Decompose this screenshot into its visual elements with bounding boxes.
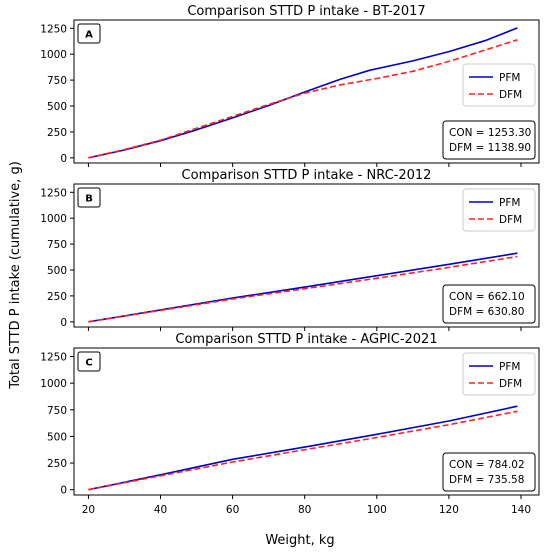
chart-panel-a: Comparison STTD P intake - BT-2017 0 250 50… xyxy=(40,4,540,167)
legend-box xyxy=(462,63,536,107)
y-tick-label: 750 xyxy=(47,75,67,87)
legend-label-pfm: PFM xyxy=(499,197,520,209)
stat-con: CON = 784.02 xyxy=(449,459,525,471)
y-tick-label: 1250 xyxy=(40,352,67,364)
y-tick-label: 1250 xyxy=(40,187,67,199)
plot-frame xyxy=(73,347,540,496)
stats-box: CON = 1253.30 DFM = 1138.90 xyxy=(442,120,536,160)
series-line-pfm xyxy=(88,405,518,491)
chart-panel-c: Comparison STTD P intake - AGPIC-2021 0 25… xyxy=(40,332,540,516)
legend-label-dfm: DFM xyxy=(499,378,522,390)
y-axis-label: Total STTD P intake (cumulative, g) xyxy=(8,161,23,390)
x-tick-label: 80 xyxy=(298,504,311,516)
series-line-dfm xyxy=(88,410,518,491)
panel-label: A xyxy=(85,30,93,41)
y-tick-label: 0 xyxy=(60,485,67,497)
y-tick-label: 250 xyxy=(47,458,67,470)
x-tick-label: 60 xyxy=(226,504,239,516)
panel-label: B xyxy=(85,194,93,205)
x-tick-label: 120 xyxy=(439,504,459,516)
y-tick-label: 0 xyxy=(60,153,67,165)
y-tick-label: 750 xyxy=(47,239,67,251)
plot-frame xyxy=(73,183,540,328)
x-tick-label: 40 xyxy=(154,504,167,516)
legend-label-dfm: DFM xyxy=(499,89,522,101)
legend-box xyxy=(462,352,536,396)
legend: PFM DFM xyxy=(462,352,536,396)
stat-con: CON = 1253.30 xyxy=(449,127,531,139)
y-tick-label: 1000 xyxy=(40,213,67,225)
x-tick-label: 140 xyxy=(511,504,531,516)
panel-label-box xyxy=(77,187,101,208)
stat-dfm: DFM = 1138.90 xyxy=(449,142,531,154)
y-tick-label: 1000 xyxy=(40,49,67,61)
legend-label-pfm: PFM xyxy=(499,72,520,84)
y-tick-label: 500 xyxy=(47,101,67,113)
legend-box xyxy=(462,188,536,232)
y-tick-label: 250 xyxy=(47,127,67,139)
panel-label-box xyxy=(77,351,101,372)
chart-panel-b: Comparison STTD P intake - NRC-2012 0 250 5… xyxy=(40,168,540,331)
y-tick-label: 750 xyxy=(47,405,67,417)
panel-title: Comparison STTD P intake - BT-2017 xyxy=(187,4,425,19)
legend: PFM DFM xyxy=(462,188,536,232)
panel-title: Comparison STTD P intake - NRC-2012 xyxy=(182,168,432,183)
legend-label-pfm: PFM xyxy=(499,361,520,373)
stat-dfm: DFM = 735.58 xyxy=(449,474,524,486)
series-line-dfm xyxy=(88,39,518,159)
x-tick-label: 20 xyxy=(82,504,95,516)
x-tick-label: 100 xyxy=(367,504,387,516)
stats-box: CON = 784.02 DFM = 735.58 xyxy=(442,452,536,492)
y-tick-label: 1250 xyxy=(40,23,67,35)
y-tick-label: 500 xyxy=(47,431,67,443)
y-tick-label: 0 xyxy=(60,317,67,329)
plot-frame xyxy=(73,19,540,164)
y-tick-label: 1000 xyxy=(40,378,67,390)
stats-frame xyxy=(442,284,536,324)
x-axis-label: Weight, kg xyxy=(265,533,334,548)
panel-label: C xyxy=(85,358,92,369)
chart-panels: Comparison STTD P intake - BT-2017 0 250 50… xyxy=(40,4,540,516)
y-tick-label: 500 xyxy=(47,265,67,277)
stats-frame xyxy=(442,452,536,492)
panel-label-box xyxy=(77,23,101,44)
stats-frame xyxy=(442,120,536,160)
panel-title: Comparison STTD P intake - AGPIC-2021 xyxy=(175,332,437,347)
series-line-dfm xyxy=(88,255,518,323)
stat-con: CON = 662.10 xyxy=(449,291,525,303)
stat-dfm: DFM = 630.80 xyxy=(449,306,524,318)
legend: PFM DFM xyxy=(462,63,536,107)
stats-box: CON = 662.10 DFM = 630.80 xyxy=(442,284,536,324)
y-tick-label: 250 xyxy=(47,291,67,303)
legend-label-dfm: DFM xyxy=(499,214,522,226)
